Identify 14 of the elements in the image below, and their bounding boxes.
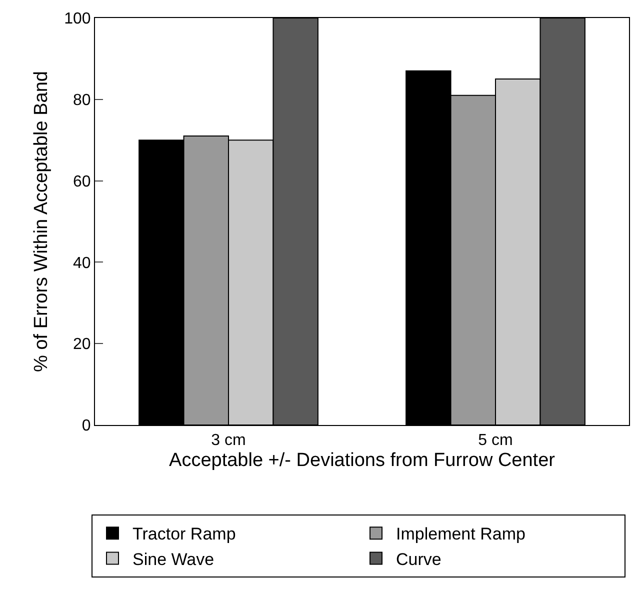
y-tick-label: 100 — [64, 10, 91, 28]
legend-label: Implement Ramp — [396, 524, 526, 544]
y-tick-label: 60 — [73, 173, 91, 190]
x-tick-label: 5 cm — [478, 432, 513, 450]
legend-label: Tractor Ramp — [132, 524, 236, 544]
y-tick-label: 20 — [73, 336, 91, 354]
x-tick-label: 3 cm — [211, 432, 246, 450]
y-axis-title: % of Errors Within Acceptable Band — [31, 71, 52, 372]
y-tick-label: 0 — [82, 418, 91, 435]
y-tick-label: 80 — [73, 92, 91, 109]
x-axis-title: Acceptable +/- Deviations from Furrow Center — [169, 450, 556, 471]
legend-label: Curve — [396, 550, 442, 569]
legend-label: Sine Wave — [132, 550, 214, 569]
y-tick-label: 40 — [73, 254, 91, 272]
